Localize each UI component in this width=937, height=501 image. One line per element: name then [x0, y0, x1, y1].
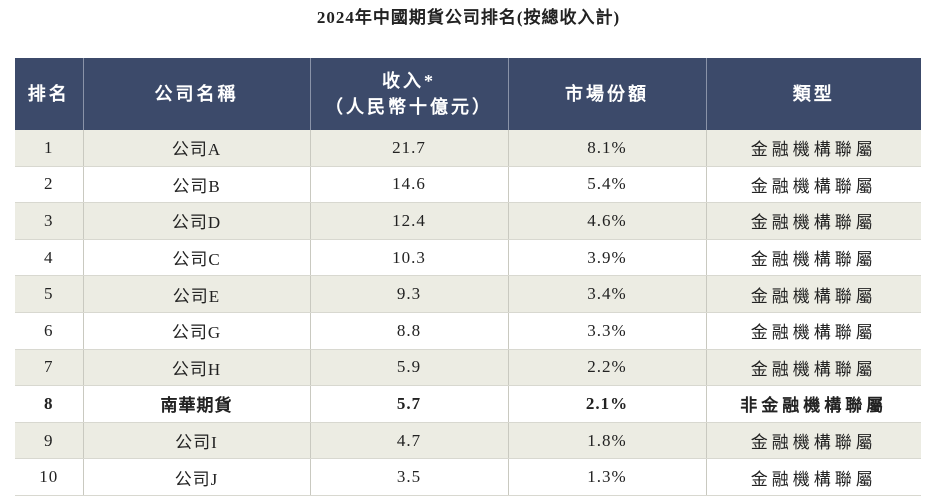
table-cell: 5.9 [309, 349, 508, 387]
table-cell: 2.1% [507, 385, 706, 423]
header-row: 排名 公司名稱 收入* （人民幣十億元） 市場份額 類型 [15, 58, 921, 130]
table-row: 7 公司H 5.9 2.2% 金融機構聯屬 [15, 349, 921, 387]
table-cell: 金融機構聯屬 [705, 422, 921, 460]
table-cell: 5 [15, 275, 83, 313]
header-line: 排名 [27, 84, 70, 104]
table-cell: 金融機構聯屬 [705, 349, 921, 387]
table-cell: 金融機構聯屬 [705, 312, 921, 350]
table-cell: 金融機構聯屬 [705, 275, 921, 313]
table-cell: 3 [15, 202, 83, 240]
table-row: 4 公司C 10.3 3.9% 金融機構聯屬 [15, 239, 921, 277]
table-cell: 公司B [82, 166, 310, 204]
column-header: 市場份額 [507, 58, 706, 130]
header-line: 收入* [382, 71, 436, 91]
table-row: 2 公司B 14.6 5.4% 金融機構聯屬 [15, 166, 921, 204]
table-cell: 金融機構聯屬 [705, 166, 921, 204]
table-cell: 公司D [82, 202, 310, 240]
table-cell: 公司G [82, 312, 310, 350]
table-cell: 非金融機構聯屬 [705, 385, 921, 423]
table-cell: 5.7 [309, 385, 508, 423]
table-cell: 金融機構聯屬 [705, 458, 921, 496]
table-cell: 8 [15, 385, 83, 423]
table-cell: 金融機構聯屬 [705, 202, 921, 240]
table-cell: 4.7 [309, 422, 508, 460]
table-row: 1 公司A 21.7 8.1% 金融機構聯屬 [15, 130, 921, 167]
table-cell: 金融機構聯屬 [705, 239, 921, 277]
title: 2024年中國期貨公司排名(按總收入計) [316, 8, 621, 27]
header-line: 市場份額 [565, 84, 649, 104]
table-cell: 3.5 [309, 458, 508, 496]
table-row: 8 南華期貨 5.7 2.1% 非金融機構聯屬 [15, 385, 921, 423]
table-cell: 5.4% [507, 166, 706, 204]
table-cell: 4 [15, 239, 83, 277]
table-cell: 2 [15, 166, 83, 204]
table-row: 9 公司I 4.7 1.8% 金融機構聯屬 [15, 422, 921, 460]
table-cell: 公司I [82, 422, 310, 460]
table-cell: 公司C [82, 239, 310, 277]
column-header: 收入* （人民幣十億元） [309, 58, 508, 130]
table-cell: 9 [15, 422, 83, 460]
table-cell: 8.8 [309, 312, 508, 350]
table-row: 10 公司J 3.5 1.3% 金融機構聯屬 [15, 458, 921, 496]
table-cell: 2.2% [507, 349, 706, 387]
column-header: 排名 [15, 58, 83, 130]
table-cell: 3.3% [507, 312, 706, 350]
table-cell: 7 [15, 349, 83, 387]
table-cell: 14.6 [309, 166, 508, 204]
table-cell: 3.9% [507, 239, 706, 277]
table-cell: 金融機構聯屬 [705, 130, 921, 167]
table-cell: 南華期貨 [82, 385, 310, 423]
column-header: 公司名稱 [82, 58, 310, 130]
table-cell: 4.6% [507, 202, 706, 240]
table-row: 6 公司G 8.8 3.3% 金融機構聯屬 [15, 312, 921, 350]
table-cell: 10 [15, 458, 83, 496]
table-cell: 8.1% [507, 130, 706, 167]
table-cell: 1.3% [507, 458, 706, 496]
table-cell: 21.7 [309, 130, 508, 167]
table-cell: 12.4 [309, 202, 508, 240]
table-cell: 3.4% [507, 275, 706, 313]
table-row: 3 公司D 12.4 4.6% 金融機構聯屬 [15, 202, 921, 240]
table-cell: 公司A [82, 130, 310, 167]
table-cell: 6 [15, 312, 83, 350]
header-line: 類型 [792, 84, 835, 104]
table-cell: 9.3 [309, 275, 508, 313]
table-cell: 1 [15, 130, 83, 167]
table-row: 5 公司E 9.3 3.4% 金融機構聯屬 [15, 275, 921, 313]
table-cell: 10.3 [309, 239, 508, 277]
table-cell: 公司H [82, 349, 310, 387]
column-header: 類型 [705, 58, 921, 130]
table-cell: 1.8% [507, 422, 706, 460]
header-line: 公司名稱 [154, 84, 239, 104]
header-line: （人民幣十億元） [325, 97, 493, 117]
ranking-table: 排名 公司名稱 收入* （人民幣十億元） 市場份額 類型 1 公司A 21.7 8.1% 金融機構… [15, 58, 921, 496]
table-cell: 公司E [82, 275, 310, 313]
table-cell: 公司J [82, 458, 310, 496]
table-body: 1 公司A 21.7 8.1% 金融機構聯屬 2 公司B 14.6 5.4% 金融機構聯屬 3 公司D… [15, 130, 921, 496]
